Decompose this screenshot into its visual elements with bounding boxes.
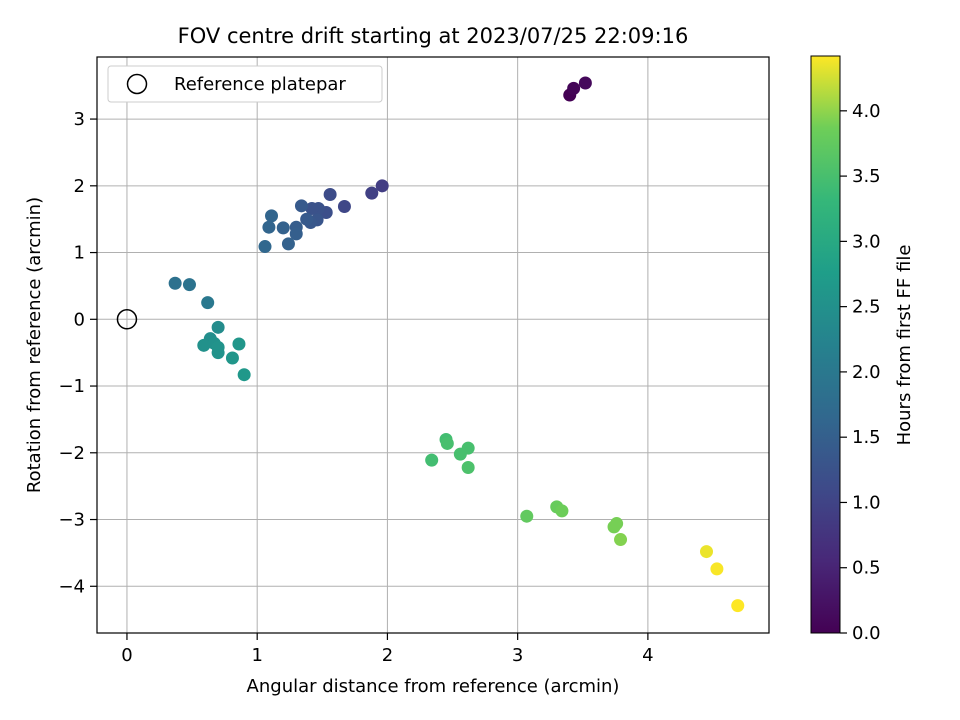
colorbar-tick-label: 3.0	[852, 231, 881, 252]
data-point	[578, 76, 592, 90]
y-tick-label: −1	[58, 376, 85, 397]
chart-title: FOV centre drift starting at 2023/07/25 …	[178, 24, 689, 48]
colorbar-tick-label: 2.0	[852, 362, 881, 383]
y-tick-label: 0	[74, 309, 85, 330]
grid-lines	[97, 57, 769, 633]
legend-box	[107, 65, 383, 103]
data-point	[281, 237, 295, 251]
data-point	[201, 296, 215, 310]
data-point	[276, 221, 290, 235]
x-tick-label: 1	[251, 645, 262, 666]
data-points	[168, 76, 745, 613]
data-point	[197, 338, 211, 352]
data-point	[211, 320, 225, 334]
data-point	[211, 346, 225, 360]
data-point	[232, 337, 246, 351]
plot-frame	[96, 56, 770, 634]
data-point	[365, 186, 379, 200]
colorbar-tick-label: 4.0	[852, 101, 881, 122]
x-tick-label: 2	[382, 645, 393, 666]
data-point	[300, 212, 314, 226]
y-tick-label: 2	[74, 176, 85, 197]
y-axis-ticks: −4 −3 −2 −1 0 1 2 3	[58, 109, 97, 597]
colorbar: 0.0 0.5 1.0 1.5 2.0 2.5 3.0 3.5 4.0 Hours from f…	[810, 55, 915, 644]
data-point	[258, 240, 272, 254]
data-point	[440, 436, 454, 450]
data-point	[610, 517, 624, 531]
data-point	[265, 209, 279, 223]
reference-point	[116, 309, 138, 330]
colorbar-ticks: 0.0 0.5 1.0 1.5 2.0 2.5 3.0 3.5 4.0	[840, 101, 881, 644]
data-point	[262, 220, 276, 234]
x-axis-label: Angular distance from reference (arcmin)	[247, 676, 620, 697]
data-point	[567, 81, 581, 95]
x-axis-ticks: 0 1 2 3 4	[121, 633, 654, 666]
colorbar-label: Hours from first FF file	[894, 245, 915, 446]
data-point	[555, 504, 569, 518]
data-point	[699, 545, 713, 559]
data-point	[289, 227, 303, 241]
x-tick-label: 0	[121, 645, 132, 666]
y-tick-label: −2	[58, 443, 85, 464]
legend-label: Reference platepar	[174, 74, 346, 95]
data-point	[337, 200, 351, 214]
colorbar-tick-label: 2.5	[852, 297, 881, 318]
colorbar-gradient	[810, 55, 841, 634]
legend-marker	[126, 73, 148, 95]
x-tick-label: 4	[642, 645, 653, 666]
y-tick-label: 1	[74, 243, 85, 264]
data-point	[461, 460, 475, 474]
data-point	[461, 441, 475, 455]
colorbar-tick-label: 1.0	[852, 492, 881, 513]
legend: Reference platepar	[107, 65, 383, 103]
data-point	[614, 533, 628, 547]
data-point	[168, 276, 182, 290]
data-point	[182, 278, 196, 292]
data-point	[225, 351, 239, 365]
data-point	[294, 199, 308, 213]
colorbar-tick-label: 1.5	[852, 427, 881, 448]
y-tick-label: −3	[58, 510, 85, 531]
data-point	[425, 453, 439, 467]
data-point	[305, 202, 319, 216]
y-tick-label: −4	[58, 576, 85, 597]
data-point	[731, 599, 745, 613]
colorbar-tick-label: 0.0	[852, 623, 881, 644]
colorbar-tick-label: 3.5	[852, 166, 881, 187]
y-axis-label: Rotation from reference (arcmin)	[24, 197, 45, 493]
data-point	[520, 509, 534, 523]
data-point	[237, 368, 251, 382]
x-tick-label: 3	[512, 645, 523, 666]
data-point	[323, 187, 337, 201]
y-tick-label: 3	[74, 109, 85, 130]
data-point	[710, 562, 724, 576]
data-point	[375, 179, 389, 193]
colorbar-tick-label: 0.5	[852, 558, 881, 579]
